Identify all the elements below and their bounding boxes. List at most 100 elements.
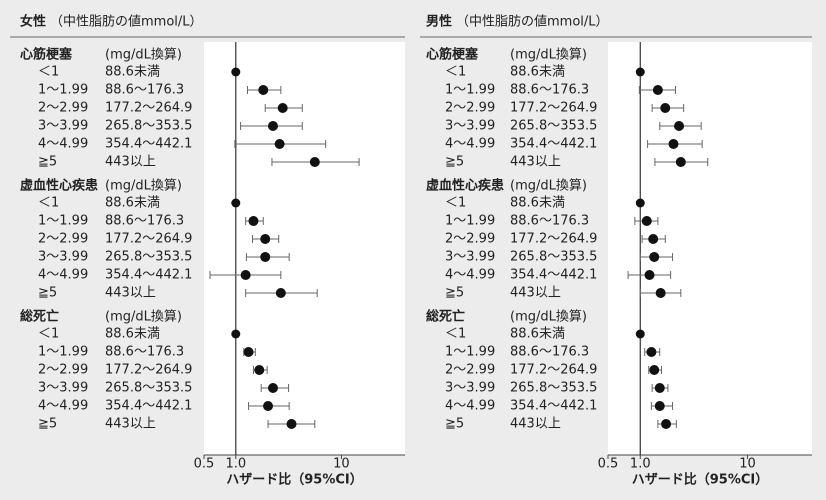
- hazard-point: [277, 103, 288, 113]
- category-label: ≧5: [445, 155, 464, 170]
- range-label: 88.6〜176.3: [105, 83, 184, 98]
- range-label: 177.2〜264.9: [105, 101, 192, 116]
- hazard-point: [635, 198, 645, 208]
- category-label: ＜1: [38, 65, 59, 80]
- range-label: 88.6〜176.3: [105, 345, 184, 360]
- range-label: 88.6〜176.3: [510, 345, 589, 360]
- plot-area: [608, 42, 812, 455]
- hazard-point: [644, 270, 655, 280]
- group-unit: (mg/dL換算): [105, 310, 182, 325]
- category-label: 1〜1.99: [445, 214, 495, 229]
- panel-subtitle: （中性脂肪の値mmol/L）: [50, 14, 203, 30]
- group-name: 心筋梗塞: [426, 47, 479, 63]
- range-label: 443以上: [510, 286, 561, 301]
- category-label: 4〜4.99: [38, 268, 88, 283]
- range-label: 354.4〜442.1: [510, 399, 597, 414]
- category-label: 2〜2.99: [445, 101, 495, 116]
- category-label: 1〜1.99: [445, 83, 495, 98]
- hazard-point: [661, 419, 672, 429]
- range-label: 265.8〜353.5: [510, 250, 597, 265]
- range-label: 88.6未満: [105, 327, 160, 342]
- category-label: 3〜3.99: [445, 381, 495, 396]
- hazard-point: [668, 139, 679, 149]
- range-label: 443以上: [105, 155, 156, 170]
- range-label: 88.6未満: [105, 65, 160, 80]
- range-label: 354.4〜442.1: [105, 399, 192, 414]
- category-label: ＜1: [445, 327, 466, 342]
- x-tick-label: 0.5: [194, 457, 215, 472]
- group-unit: (mg/dL換算): [510, 48, 587, 63]
- hazard-point: [641, 216, 652, 226]
- hazard-point: [648, 234, 659, 244]
- hazard-point: [254, 365, 265, 375]
- panel-subtitle: （中性脂肪の値mmol/L）: [456, 14, 609, 30]
- hazard-point: [248, 216, 259, 226]
- category-label: 2〜2.99: [38, 232, 88, 247]
- group-name: 虚血性心疾患: [426, 178, 504, 194]
- category-label: 3〜3.99: [38, 381, 88, 396]
- hazard-point: [649, 252, 660, 262]
- range-label: 88.6未満: [105, 196, 160, 211]
- hazard-point: [263, 401, 274, 411]
- x-tick-label: 0.5: [598, 457, 619, 472]
- x-tick-label: 1.0: [225, 457, 246, 472]
- category-label: 3〜3.99: [445, 250, 495, 265]
- range-label: 265.8〜353.5: [105, 250, 192, 265]
- category-label: ≧5: [445, 417, 464, 432]
- range-label: 88.6〜176.3: [510, 214, 589, 229]
- range-label: 88.6未満: [510, 196, 565, 211]
- hazard-point: [655, 288, 666, 298]
- hazard-point: [652, 85, 663, 95]
- category-label: ≧5: [38, 155, 57, 170]
- category-label: 3〜3.99: [445, 119, 495, 134]
- range-label: 265.8〜353.5: [510, 119, 597, 134]
- hazard-point: [260, 252, 271, 262]
- range-label: 88.6未満: [510, 65, 565, 80]
- range-label: 177.2〜264.9: [105, 232, 192, 247]
- category-label: 2〜2.99: [445, 232, 495, 247]
- hazard-point: [275, 288, 286, 298]
- plot-area: [204, 42, 405, 455]
- hazard-point: [267, 121, 278, 131]
- range-label: 443以上: [510, 155, 561, 170]
- group-unit: (mg/dL換算): [105, 48, 182, 63]
- group-unit: (mg/dL換算): [510, 310, 587, 325]
- range-label: 88.6未満: [510, 327, 565, 342]
- category-label: 4〜4.99: [445, 137, 495, 152]
- range-label: 443以上: [105, 417, 156, 432]
- range-label: 177.2〜264.9: [510, 101, 597, 116]
- hazard-point: [309, 157, 320, 167]
- range-label: 265.8〜353.5: [105, 381, 192, 396]
- group-unit: (mg/dL換算): [510, 179, 587, 194]
- category-label: 1〜1.99: [445, 345, 495, 360]
- hazard-point: [274, 139, 285, 149]
- category-label: 2〜2.99: [445, 363, 495, 378]
- hazard-point: [240, 270, 251, 280]
- category-label: 4〜4.99: [38, 137, 88, 152]
- category-label: 4〜4.99: [38, 399, 88, 414]
- category-label: 4〜4.99: [445, 399, 495, 414]
- range-label: 354.4〜442.1: [105, 137, 192, 152]
- hazard-point: [649, 365, 660, 375]
- range-label: 443以上: [510, 417, 561, 432]
- range-label: 354.4〜442.1: [105, 268, 192, 283]
- hazard-point: [231, 198, 241, 208]
- range-label: 354.4〜442.1: [510, 137, 597, 152]
- category-label: 4〜4.99: [445, 268, 495, 283]
- range-label: 177.2〜264.9: [510, 232, 597, 247]
- range-label: 443以上: [105, 286, 156, 301]
- category-label: 3〜3.99: [38, 250, 88, 265]
- hazard-point: [231, 329, 241, 339]
- group-name: 総死亡: [426, 309, 465, 325]
- hazard-point: [675, 157, 686, 167]
- hazard-point: [286, 419, 297, 429]
- hazard-point: [258, 85, 269, 95]
- category-label: ≧5: [38, 417, 57, 432]
- group-unit: (mg/dL換算): [105, 179, 182, 194]
- category-label: 3〜3.99: [38, 119, 88, 134]
- hazard-point: [674, 121, 685, 131]
- x-tick-label: 1.0: [630, 457, 651, 472]
- group-name: 総死亡: [20, 309, 59, 325]
- hazard-point: [635, 67, 645, 77]
